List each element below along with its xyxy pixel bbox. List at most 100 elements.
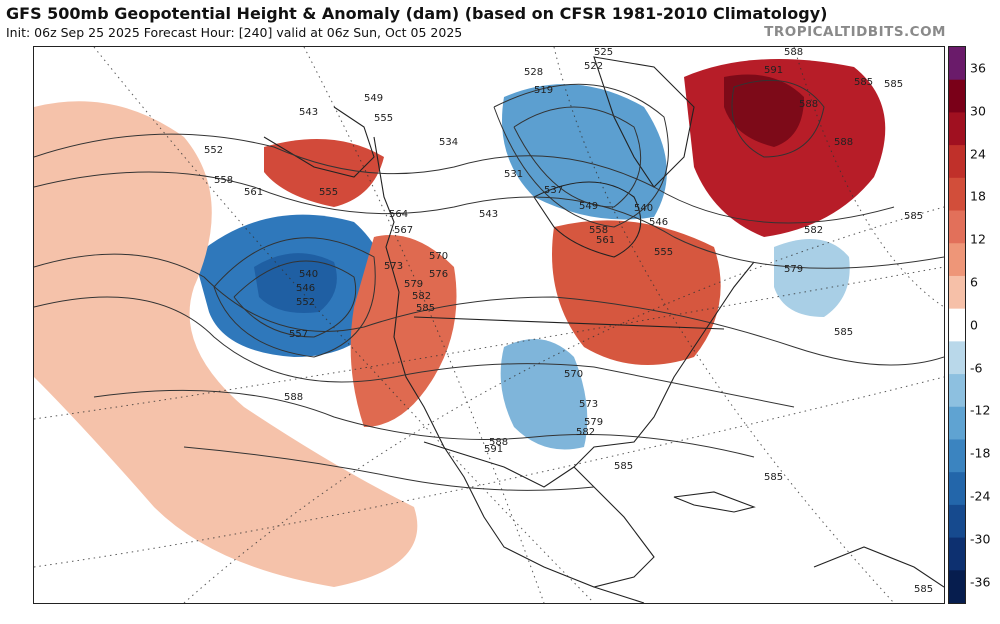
contour-label: 588 <box>834 137 853 148</box>
contour-label: 543 <box>479 209 498 220</box>
colorbar-swatch <box>949 570 965 603</box>
anomaly-plains-trough <box>500 339 588 450</box>
border-line <box>413 316 725 330</box>
colorbar-ticks: 36 30 24 18 12 6 0 -6 -12 -18 -24 -30 -36 <box>970 46 1000 604</box>
colorbar-tick-label: 12 <box>970 231 986 247</box>
colorbar-tick-label: 18 <box>970 188 986 204</box>
contour-label: 585 <box>884 79 903 90</box>
contour-label: 585 <box>904 211 923 222</box>
height-contour <box>34 133 895 224</box>
contour-label: 549 <box>579 201 598 212</box>
colorbar-tick-label: 6 <box>970 274 978 290</box>
anomaly-western-ridge <box>350 235 457 427</box>
map-title: GFS 500mb Geopotential Height & Anomaly … <box>6 4 828 23</box>
contour-label: 579 <box>584 417 603 428</box>
height-contour <box>34 296 795 408</box>
contour-label: 582 <box>412 291 431 302</box>
graticule-line <box>553 47 895 603</box>
colorbar-swatch <box>949 210 965 244</box>
contour-label: 561 <box>596 235 615 246</box>
contour-label: 588 <box>284 392 303 403</box>
contour-label: 557 <box>289 329 308 340</box>
contour-label: 585 <box>764 472 783 483</box>
contour-label: 588 <box>784 47 803 58</box>
colorbar-tick-label: 0 <box>970 317 978 333</box>
contour-label: 579 <box>784 264 803 275</box>
colorbar-swatch <box>949 47 965 81</box>
anomaly-colorbar <box>948 46 966 604</box>
contour-label: 525 <box>594 47 613 58</box>
colorbar-swatch <box>949 341 965 375</box>
contour-label: 522 <box>584 61 603 72</box>
colorbar-tick-label: -24 <box>970 488 991 504</box>
anomaly-atlantic-ridge-core <box>724 74 804 147</box>
contour-label: 519 <box>534 85 553 96</box>
colorbar-swatch <box>949 406 965 440</box>
contour-label: 540 <box>299 269 318 280</box>
contour-label: 537 <box>544 185 563 196</box>
colorbar-swatch <box>949 243 965 277</box>
contour-label: 555 <box>374 113 393 124</box>
colorbar-swatch <box>949 177 965 212</box>
contour-label: 543 <box>299 107 318 118</box>
colorbar-tick-label: -6 <box>970 360 983 376</box>
colorbar-swatch <box>949 374 965 408</box>
anomaly-great-lakes-ridge <box>552 220 721 365</box>
central-america-coast <box>593 586 645 603</box>
colorbar-swatch <box>949 79 965 113</box>
contour-label: 552 <box>296 297 315 308</box>
site-watermark[interactable]: TROPICALTIDBITS.COM <box>764 24 946 40</box>
map-panel[interactable]: 588 591 585 525 522 519 528 549 543 555 552 558 561 5… <box>33 46 945 604</box>
height-contour <box>233 260 357 338</box>
contour-label: 573 <box>579 399 598 410</box>
forecast-info: Init: 06z Sep 25 2025 Forecast Hour: [24… <box>6 25 463 40</box>
contour-label: 564 <box>389 209 408 220</box>
contour-label: 573 <box>384 261 403 272</box>
contour-label: 561 <box>244 187 263 198</box>
contour-label: 585 <box>834 327 853 338</box>
anomaly-hudson-trough <box>502 84 667 220</box>
border-line <box>423 441 575 488</box>
colorbar-tick-label: -30 <box>970 531 991 547</box>
contour-label: 555 <box>319 187 338 198</box>
contour-label: 576 <box>429 269 448 280</box>
contour-label: 549 <box>364 93 383 104</box>
colorbar-tick-label: 36 <box>970 60 986 76</box>
colorbar-tick-label: -18 <box>970 445 991 461</box>
graticule-line <box>183 206 944 603</box>
contour-label: 582 <box>804 225 823 236</box>
height-contour <box>34 253 944 366</box>
graticule-line <box>303 47 545 603</box>
height-contour <box>731 79 825 158</box>
alaska-coast <box>263 106 375 178</box>
contour-label: 534 <box>439 137 458 148</box>
contour-label: 546 <box>296 283 315 294</box>
height-contour <box>213 237 376 358</box>
height-contour <box>34 171 944 269</box>
colorbar-swatch <box>949 112 965 146</box>
contour-label: 540 <box>634 203 653 214</box>
colorbar-tick-label: -12 <box>970 402 991 418</box>
contour-label: 555 <box>654 247 673 258</box>
colorbar-tick-label: 30 <box>970 103 986 119</box>
hudson-bay-coast <box>533 181 642 258</box>
contour-label: 585 <box>614 461 633 472</box>
graticule-line <box>93 47 595 603</box>
graticule-line <box>793 47 944 308</box>
colorbar-swatch <box>949 275 965 310</box>
south-america-coast <box>813 546 944 588</box>
height-contours <box>34 79 944 491</box>
contour-label: 591 <box>484 444 503 455</box>
contour-label: 588 <box>799 99 818 110</box>
colorbar-swatch <box>949 439 965 473</box>
contour-label: 570 <box>429 251 448 262</box>
anomaly-pacific-broad-positive <box>34 101 418 588</box>
contour-label: 531 <box>504 169 523 180</box>
contour-label: 585 <box>914 584 933 595</box>
colorbar-tick-label: 24 <box>970 146 986 162</box>
contour-label: 528 <box>524 67 543 78</box>
coastline-layer <box>263 56 944 603</box>
colorbar-tick-label: -36 <box>970 574 991 590</box>
